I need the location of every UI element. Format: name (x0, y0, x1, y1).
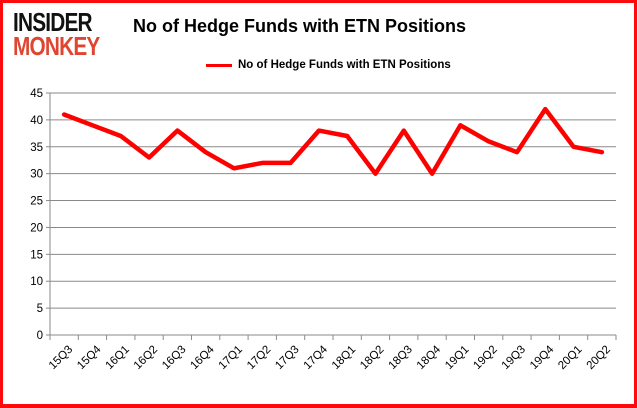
y-tick-label: 25 (30, 196, 43, 208)
x-tick-label: 19Q1 (443, 344, 471, 372)
y-tick-label: 10 (30, 276, 43, 288)
insider-monkey-logo: INSIDER MONKEY (13, 7, 100, 61)
x-tick-label: 15Q3 (47, 344, 75, 372)
x-tick-label: 15Q4 (75, 343, 104, 372)
x-tick-label: 18Q1 (330, 344, 358, 372)
x-tick-label: 20Q1 (556, 344, 584, 372)
y-tick-label: 45 (30, 88, 43, 100)
x-tick-label: 18Q4 (415, 343, 444, 372)
legend-line-swatch (206, 63, 232, 67)
x-tick-label: 20Q2 (585, 344, 613, 372)
legend: No of Hedge Funds with ETN Positions (206, 59, 451, 71)
x-tick-label: 16Q4 (188, 343, 217, 372)
y-axis-labels: 0 5 10 15 20 25 30 35 40 45 (30, 88, 43, 342)
y-tick-label: 15 (30, 249, 43, 261)
x-tick-label: 17Q1 (217, 344, 245, 372)
series-line (61, 106, 605, 176)
y-tick-label: 35 (30, 142, 43, 154)
gridlines (46, 92, 616, 336)
y-tick-label: 0 (37, 330, 43, 342)
y-tick-label: 5 (37, 303, 43, 315)
x-tick-label: 16Q3 (160, 344, 188, 372)
x-tick-label: 19Q4 (528, 343, 557, 372)
x-tick-label: 16Q2 (132, 344, 160, 372)
legend-label: No of Hedge Funds with ETN Positions (238, 59, 451, 71)
page-title: No of Hedge Funds with ETN Positions (133, 16, 466, 36)
x-tick-label: 17Q4 (302, 343, 331, 372)
axes (49, 93, 617, 340)
x-tick-label: 18Q3 (386, 344, 414, 372)
logo-line1: INSIDER (13, 7, 93, 37)
x-tick-label: 19Q3 (500, 344, 528, 372)
y-tick-label: 30 (30, 169, 43, 181)
y-tick-label: 40 (30, 115, 43, 127)
x-tick-label: 16Q1 (103, 344, 131, 372)
line-chart: 0 5 10 15 20 25 30 35 40 45 15Q3 15Q4 16Q1 16Q2 16Q3 16… (30, 88, 617, 372)
x-axis-labels: 15Q3 15Q4 16Q1 16Q2 16Q3 16Q4 17Q1 17Q2 17Q3 17Q4… (47, 343, 613, 372)
x-tick-label: 19Q2 (471, 344, 499, 372)
x-tick-label: 17Q3 (273, 344, 301, 372)
x-tick-label: 17Q2 (245, 344, 273, 372)
logo-line2: MONKEY (13, 30, 100, 61)
y-tick-label: 20 (30, 222, 43, 234)
x-tick-label: 18Q2 (358, 344, 386, 372)
